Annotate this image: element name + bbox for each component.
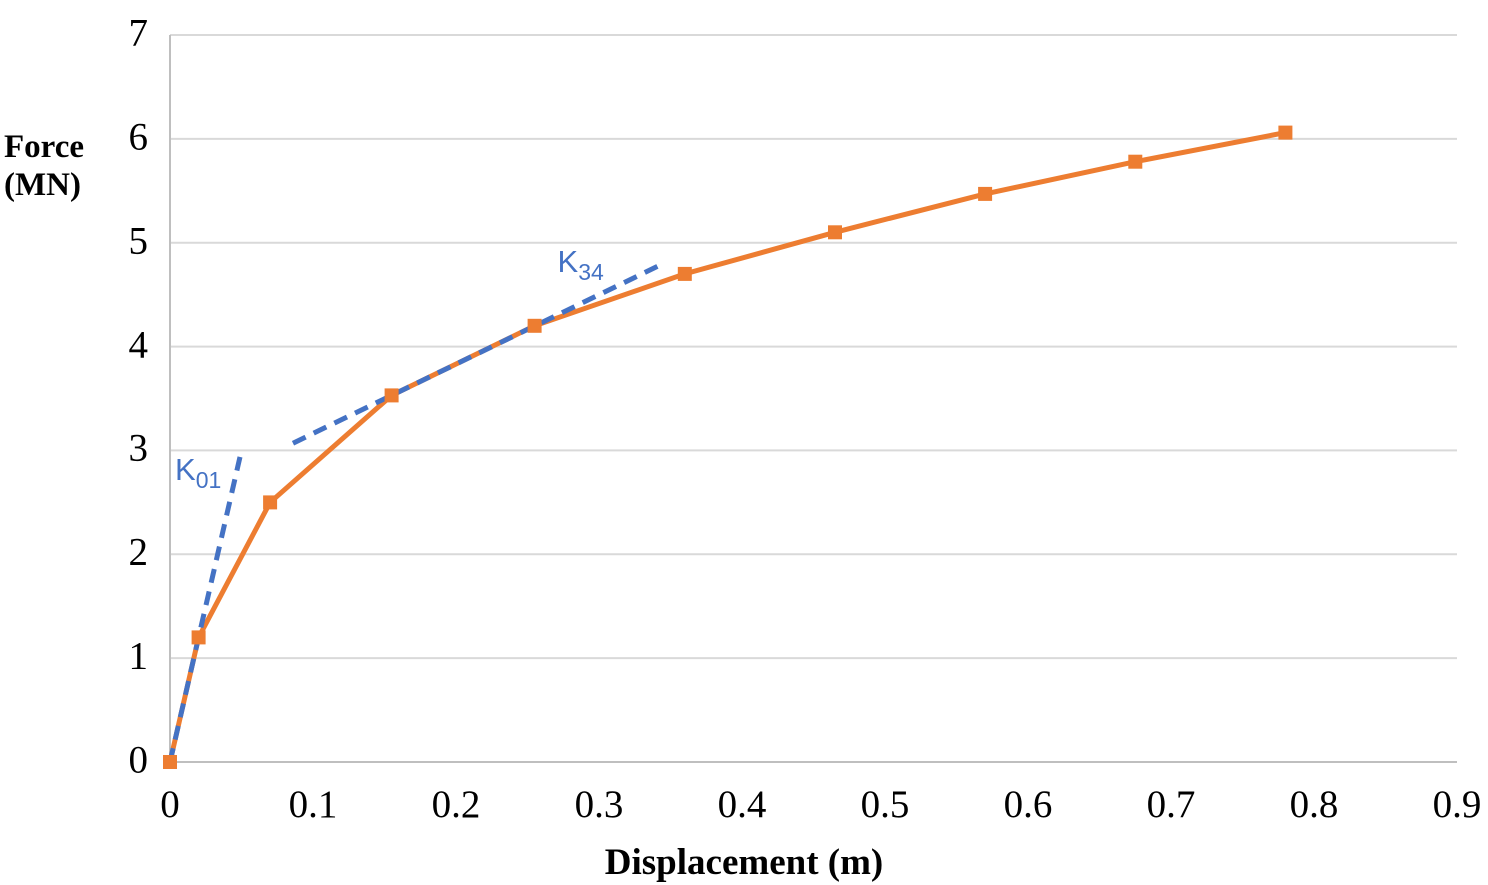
force-displacement-curve-marker — [1128, 154, 1143, 169]
force-displacement-curve-marker — [263, 495, 278, 510]
force-displacement-curve-line — [167, 130, 1286, 763]
k01-label-subscript: 01 — [195, 466, 222, 493]
x-tick-label: 0.5 — [860, 783, 910, 826]
y-tick-label: 5 — [128, 219, 149, 263]
x-tick-label: 0.9 — [1432, 783, 1482, 826]
x-tick-label: 0.4 — [717, 783, 767, 826]
k34-stiffness-label: K34 — [558, 246, 604, 288]
y-tick-label: 3 — [128, 427, 149, 471]
force-displacement-curve-marker — [527, 318, 542, 333]
k01-stiffness-label: K01 — [175, 454, 221, 496]
x-tick-label: 0.8 — [1289, 783, 1339, 826]
x-tick-label: 0 — [160, 783, 180, 826]
y-axis-title-line1: Force — [4, 129, 85, 165]
k34-label-main: K — [557, 243, 579, 279]
k34-label-subscript: 34 — [578, 258, 604, 285]
force-displacement-curve-marker — [828, 225, 842, 240]
y-tick-label: 2 — [128, 530, 149, 574]
x-tick-label: 0.2 — [431, 783, 481, 826]
force-displacement-curve-marker — [163, 755, 177, 769]
y-tick-label: 0 — [128, 738, 149, 782]
y-tick-label: 4 — [128, 323, 149, 367]
y-tick-label: 7 — [128, 11, 149, 55]
force-displacement-curve-marker — [384, 388, 399, 403]
x-axis-title: Displacement (m) — [604, 842, 884, 883]
x-tick-label: 0.6 — [1003, 783, 1053, 826]
k01-label-main: K — [175, 451, 196, 487]
k01-secant-stiffness-line-line — [167, 449, 244, 763]
x-tick-label: 0.3 — [574, 783, 624, 826]
force-displacement-curve-marker — [191, 630, 206, 645]
force-displacement-curve-marker — [1278, 125, 1293, 140]
y-tick-label: 1 — [128, 634, 149, 678]
y-axis-title: Force (MN) — [4, 128, 84, 204]
force-displacement-curve-marker — [978, 186, 993, 201]
x-tick-label: 0.7 — [1146, 783, 1196, 826]
x-tick-label: 0.1 — [288, 783, 338, 826]
y-tick-label: 6 — [128, 115, 149, 159]
y-axis-title-line2: (MN) — [4, 167, 81, 203]
force-displacement-curve-marker — [677, 266, 692, 281]
